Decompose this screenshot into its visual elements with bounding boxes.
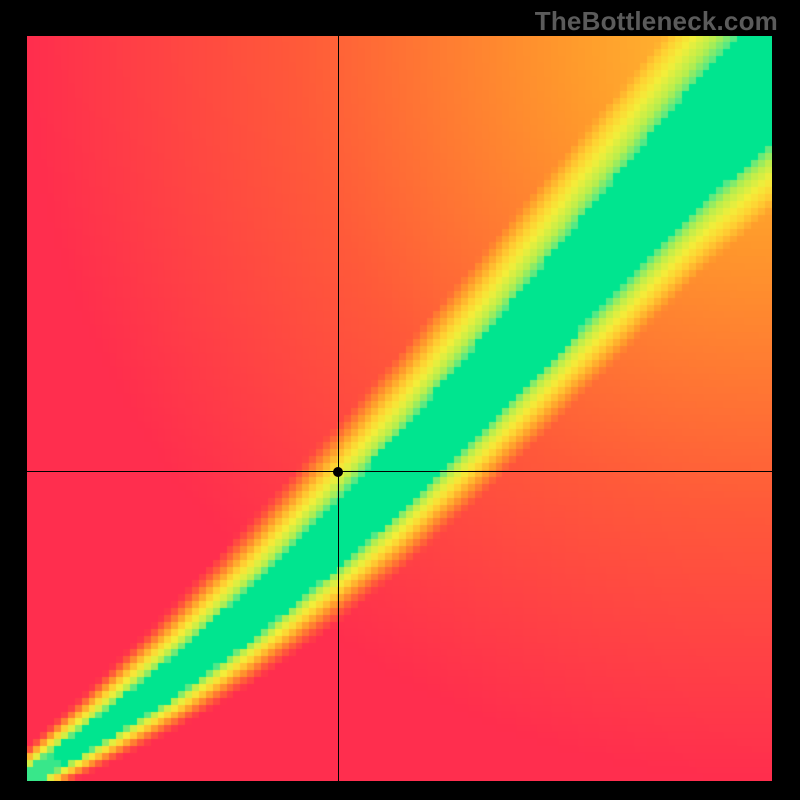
chart-frame: TheBottleneck.com [0, 0, 800, 800]
crosshair-vertical [338, 36, 339, 781]
crosshair-marker [333, 467, 343, 477]
plot-area [27, 36, 772, 781]
watermark-text: TheBottleneck.com [535, 6, 778, 37]
crosshair-horizontal [27, 471, 772, 472]
heatmap-canvas [27, 36, 772, 781]
